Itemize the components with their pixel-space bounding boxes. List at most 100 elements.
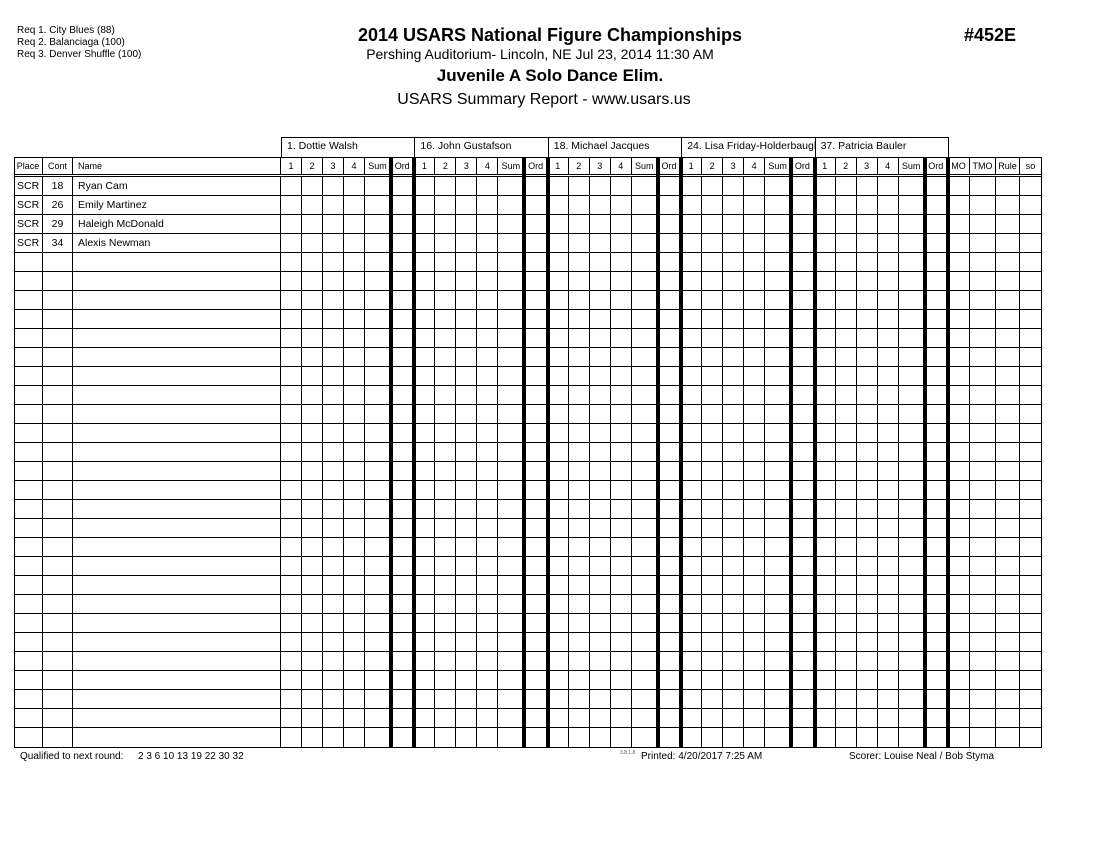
cell-j2-3	[610, 614, 632, 633]
cell-j0-2	[323, 633, 344, 652]
cell-j4-2	[856, 728, 878, 748]
cell-j1-3	[477, 481, 499, 500]
cell-r0	[948, 272, 970, 291]
cell-cont	[43, 424, 73, 443]
cell-j4-4	[898, 614, 925, 633]
cell-j4-1	[835, 500, 857, 519]
cell-j2-1	[568, 500, 590, 519]
cell-j1-2	[456, 652, 478, 671]
cell-place	[14, 671, 43, 690]
printed-timestamp: Printed: 4/20/2017 7:25 AM	[641, 751, 763, 762]
cell-j4-2	[856, 671, 878, 690]
cell-name	[73, 633, 281, 652]
cell-j2-0	[547, 576, 569, 595]
cell-j2-0	[547, 386, 569, 405]
cell-j3-3	[744, 671, 766, 690]
cell-j3-3	[744, 500, 766, 519]
cell-r2	[996, 310, 1020, 329]
cell-j0-5	[391, 557, 415, 576]
cell-j0-5	[391, 500, 415, 519]
cell-j2-1	[568, 215, 590, 234]
cell-j4-5	[924, 500, 948, 519]
cell-j4-1	[835, 576, 857, 595]
cell-place: SCR	[14, 196, 43, 215]
cell-j4-0	[814, 253, 836, 272]
cell-r0	[948, 196, 970, 215]
cell-j3-4	[765, 291, 792, 310]
cell-j3-4	[765, 424, 792, 443]
cell-r3	[1020, 614, 1042, 633]
cell-j4-5	[924, 481, 948, 500]
cell-name	[73, 538, 281, 557]
cell-j4-0	[814, 405, 836, 424]
cell-j2-4	[631, 424, 658, 443]
cell-j3-3	[744, 614, 766, 633]
cell-j4-1	[835, 538, 857, 557]
cell-j1-3	[477, 728, 499, 748]
cell-j3-4	[765, 272, 792, 291]
cell-j1-0	[414, 633, 436, 652]
cell-j1-3	[477, 595, 499, 614]
cell-j0-4	[365, 424, 391, 443]
cell-j4-5	[924, 272, 948, 291]
cell-j2-4	[631, 367, 658, 386]
cell-j1-1	[435, 424, 457, 443]
cell-j1-2	[456, 728, 478, 748]
cell-cont	[43, 329, 73, 348]
cell-name	[73, 576, 281, 595]
cell-j4-0	[814, 557, 836, 576]
cell-j0-2	[323, 614, 344, 633]
cell-j1-0	[414, 538, 436, 557]
cell-j0-0	[281, 519, 302, 538]
cell-r2	[996, 329, 1020, 348]
cell-j0-1	[302, 443, 323, 462]
cell-cont: 29	[43, 215, 73, 234]
cell-j1-5	[524, 462, 548, 481]
cell-name	[73, 367, 281, 386]
cell-j3-1	[702, 177, 724, 196]
cell-j2-5	[657, 367, 682, 386]
cell-j4-3	[877, 234, 899, 253]
cell-j0-3	[344, 652, 365, 671]
cell-j4-1	[835, 443, 857, 462]
cell-name	[73, 443, 281, 462]
cell-j2-3	[610, 196, 632, 215]
cell-j2-0	[547, 538, 569, 557]
cell-j4-2	[856, 234, 878, 253]
cell-j0-5	[391, 386, 415, 405]
cell-j2-2	[589, 291, 611, 310]
cell-name	[73, 462, 281, 481]
cell-place	[14, 595, 43, 614]
cell-j4-4	[898, 196, 925, 215]
cell-cont	[43, 633, 73, 652]
cell-j4-2	[856, 405, 878, 424]
cell-j3-3	[744, 367, 766, 386]
cell-j0-0	[281, 329, 302, 348]
cell-r0	[948, 443, 970, 462]
qualified-label: Qualified to next round:	[20, 751, 124, 762]
cell-name	[73, 728, 281, 748]
cell-j1-1	[435, 614, 457, 633]
cell-j3-0	[681, 272, 703, 291]
ord-separator	[922, 157, 927, 748]
cell-j4-0	[814, 728, 836, 748]
cell-j3-3	[744, 538, 766, 557]
cell-j4-2	[856, 690, 878, 709]
cell-j3-4	[765, 709, 792, 728]
cell-j2-4	[631, 443, 658, 462]
cell-j2-3	[610, 291, 632, 310]
cell-j2-2	[589, 576, 611, 595]
cell-j0-5	[391, 614, 415, 633]
cell-j1-5	[524, 272, 548, 291]
cell-cont	[43, 728, 73, 748]
cell-j4-1	[835, 481, 857, 500]
cell-j0-2	[323, 215, 344, 234]
cell-cont	[43, 519, 73, 538]
cell-j1-5	[524, 291, 548, 310]
cell-j3-1	[702, 690, 724, 709]
judge-name-4: 24. Lisa Friday-Holderbaugh	[681, 137, 816, 157]
cell-j0-5	[391, 671, 415, 690]
cell-j1-3	[477, 614, 499, 633]
cell-j1-1	[435, 348, 457, 367]
block-separator	[812, 157, 817, 748]
